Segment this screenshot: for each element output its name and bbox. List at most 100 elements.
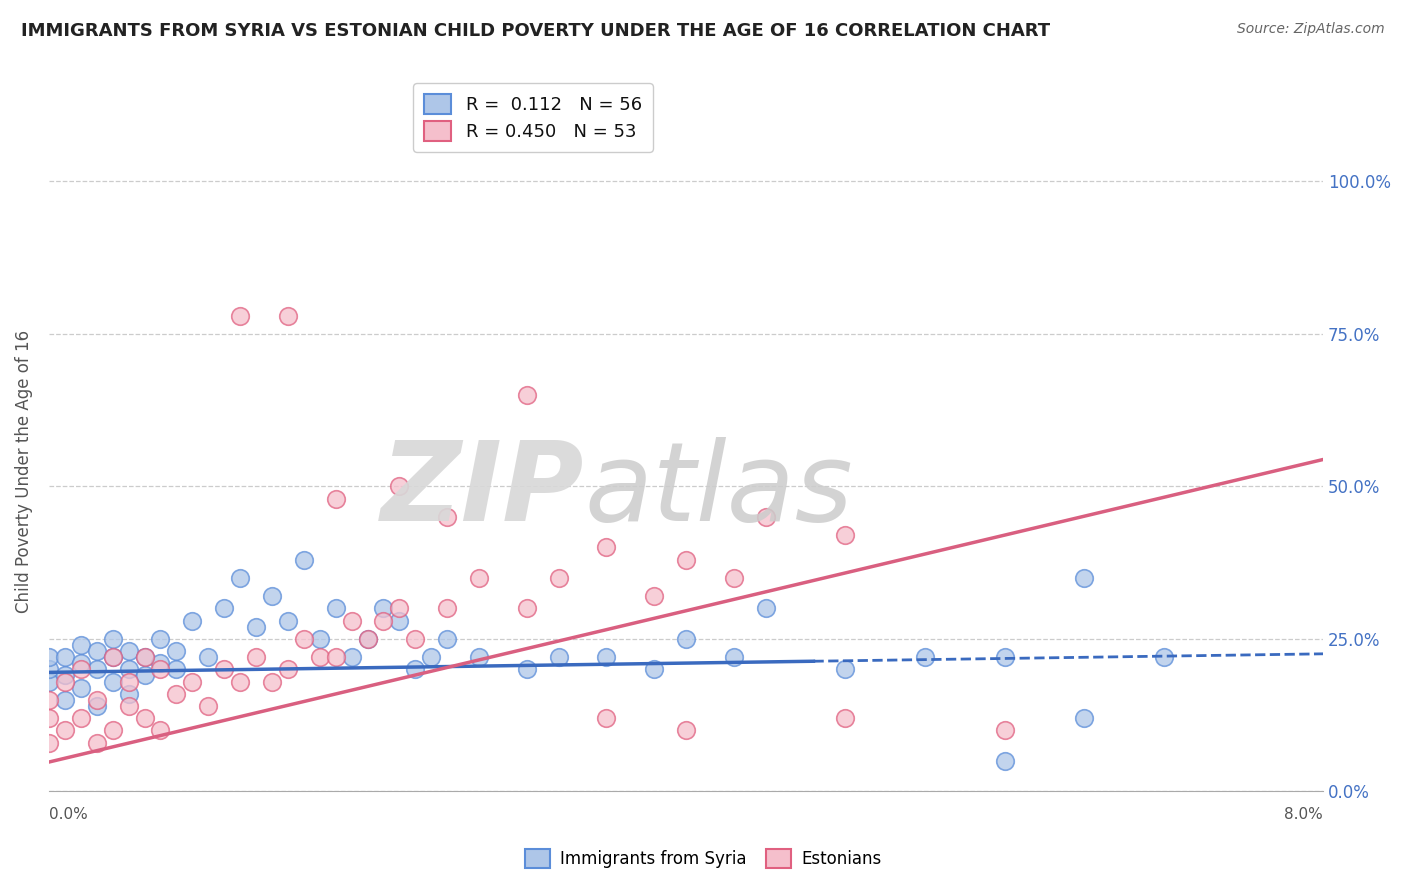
Point [834, 662, 856, 676]
Point [38, 650, 60, 665]
Point [229, 674, 252, 689]
Point [101, 632, 124, 646]
Text: Source: ZipAtlas.com: Source: ZipAtlas.com [1237, 22, 1385, 37]
Point [404, 662, 426, 676]
Point [101, 674, 124, 689]
Point [436, 601, 458, 615]
Point [38, 674, 60, 689]
Point [356, 632, 378, 646]
Point [69, 662, 91, 676]
Point [404, 632, 426, 646]
Point [388, 479, 411, 493]
Point [86, 698, 108, 713]
Point [834, 528, 856, 542]
Point [325, 650, 347, 665]
Point [245, 650, 267, 665]
Point [134, 650, 156, 665]
Point [308, 650, 330, 665]
Y-axis label: Child Poverty Under the Age of 16: Child Poverty Under the Age of 16 [15, 329, 32, 613]
Point [229, 571, 252, 585]
Point [117, 644, 139, 658]
Point [292, 632, 315, 646]
Point [53, 668, 76, 682]
Point [165, 662, 187, 676]
Point [755, 601, 778, 615]
Point [595, 650, 617, 665]
Point [69, 711, 91, 725]
Point [53, 723, 76, 738]
Text: ZIP: ZIP [381, 437, 583, 544]
Point [436, 632, 458, 646]
Point [994, 723, 1017, 738]
Point [149, 657, 172, 671]
Point [149, 723, 172, 738]
Point [181, 674, 204, 689]
Text: 0.0%: 0.0% [49, 807, 87, 822]
Point [1073, 711, 1095, 725]
Point [69, 657, 91, 671]
Point [723, 650, 745, 665]
Point [373, 601, 395, 615]
Point [468, 571, 491, 585]
Point [436, 509, 458, 524]
Point [277, 662, 299, 676]
Point [994, 754, 1017, 768]
Point [914, 650, 936, 665]
Point [134, 650, 156, 665]
Point [547, 571, 569, 585]
Point [356, 632, 378, 646]
Point [181, 614, 204, 628]
Point [149, 662, 172, 676]
Point [101, 723, 124, 738]
Point [53, 693, 76, 707]
Point [260, 589, 283, 603]
Point [723, 571, 745, 585]
Point [516, 388, 538, 402]
Point [101, 650, 124, 665]
Point [325, 491, 347, 506]
Point [755, 509, 778, 524]
Point [595, 541, 617, 555]
Point [420, 650, 443, 665]
Point [134, 668, 156, 682]
Point [197, 698, 219, 713]
Point [1153, 650, 1175, 665]
Legend: Immigrants from Syria, Estonians: Immigrants from Syria, Estonians [517, 843, 889, 875]
Point [53, 674, 76, 689]
Point [643, 662, 665, 676]
Point [388, 601, 411, 615]
Point [38, 735, 60, 749]
Point [134, 711, 156, 725]
Point [212, 662, 235, 676]
Point [547, 650, 569, 665]
Point [229, 309, 252, 323]
Point [101, 650, 124, 665]
Point [260, 674, 283, 689]
Point [675, 552, 697, 566]
Point [308, 632, 330, 646]
Point [994, 650, 1017, 665]
Text: atlas: atlas [583, 437, 853, 544]
Point [86, 693, 108, 707]
Point [245, 619, 267, 633]
Point [516, 601, 538, 615]
Point [834, 711, 856, 725]
Point [69, 638, 91, 652]
Point [468, 650, 491, 665]
Point [340, 614, 363, 628]
Point [165, 687, 187, 701]
Point [595, 711, 617, 725]
Point [86, 644, 108, 658]
Text: IMMIGRANTS FROM SYRIA VS ESTONIAN CHILD POVERTY UNDER THE AGE OF 16 CORRELATION : IMMIGRANTS FROM SYRIA VS ESTONIAN CHILD … [21, 22, 1050, 40]
Point [675, 632, 697, 646]
Point [292, 552, 315, 566]
Point [117, 674, 139, 689]
Point [117, 687, 139, 701]
Point [38, 662, 60, 676]
Legend: R =  0.112   N = 56, R = 0.450   N = 53: R = 0.112 N = 56, R = 0.450 N = 53 [413, 83, 652, 152]
Point [117, 698, 139, 713]
Point [1073, 571, 1095, 585]
Point [117, 662, 139, 676]
Point [38, 693, 60, 707]
Text: 8.0%: 8.0% [1285, 807, 1323, 822]
